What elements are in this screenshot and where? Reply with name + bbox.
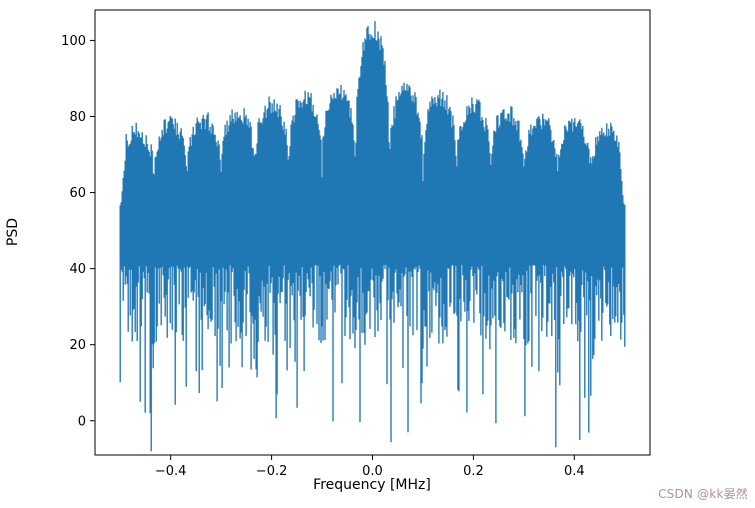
x-tick-label: −0.2 [256, 464, 288, 479]
y-tick-label: 100 [61, 34, 86, 49]
y-tick-label: 60 [69, 186, 86, 201]
x-tick-label: 0.4 [564, 464, 585, 479]
y-tick-label: 20 [69, 338, 86, 353]
x-tick-label: 0.2 [463, 464, 484, 479]
y-tick-label: 40 [69, 262, 86, 277]
y-tick-label: 80 [69, 110, 86, 125]
x-tick-label: −0.4 [155, 464, 187, 479]
psd-trace [119, 21, 626, 452]
chart-dynamic-layer: −0.4 −0.2 0.0 0.2 0.4 0 20 40 60 80 100 [61, 9, 651, 479]
x-axis-label: Frequency [MHz] [313, 477, 431, 493]
watermark: CSDN @kk晏然 [658, 487, 748, 501]
x-tick-label: 0.0 [362, 464, 383, 479]
y-tick-label: 0 [78, 414, 86, 429]
y-axis-label: PSD [5, 218, 21, 246]
